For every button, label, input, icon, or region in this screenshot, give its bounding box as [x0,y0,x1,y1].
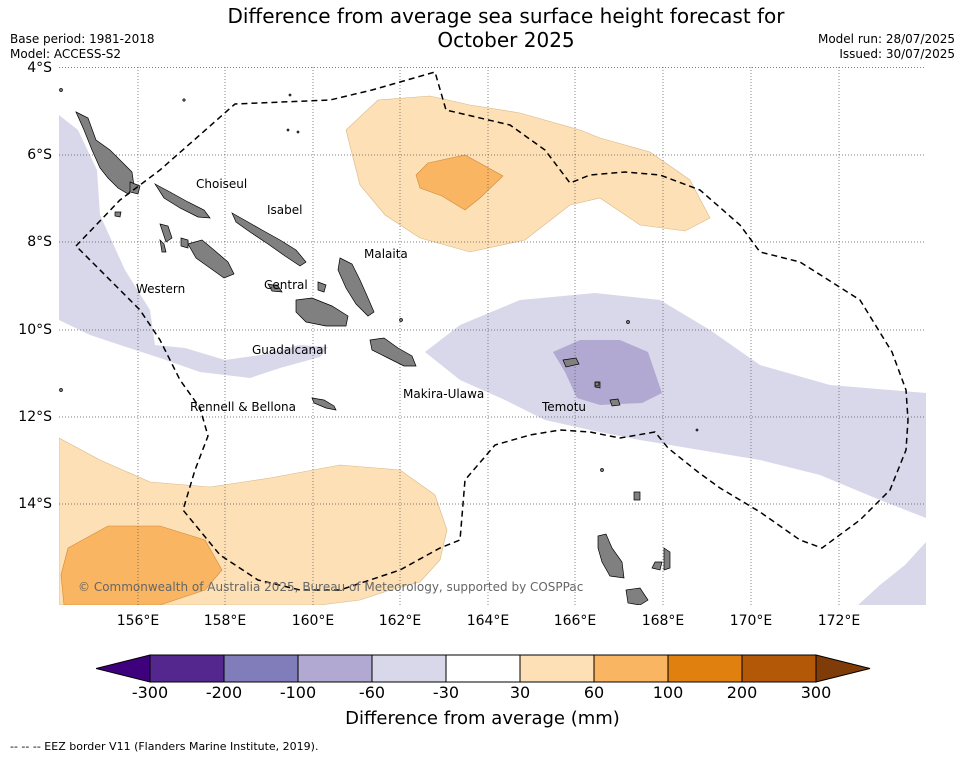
island-islet-2 [286,128,290,132]
island-islet-4 [288,93,292,97]
region-label-temotu: Temotu [542,400,587,414]
anomaly-negative-southeast [858,542,926,605]
meta-left: Base period: 1981-2018 Model: ACCESS-S2 [10,32,155,62]
lat-label: 8°S [27,234,52,250]
colorbar [96,654,871,683]
island-florida [317,281,327,293]
region-label-malaita: Malaita [364,247,408,261]
colorbar-bin [668,655,742,682]
island-tikopia [594,381,600,387]
base-period: Base period: 1981-2018 [10,32,155,46]
island-russell [267,283,283,293]
lon-label: 160°E [291,613,335,629]
colorbar-extend-high [815,654,871,683]
anomaly-negative-core [553,340,662,405]
colorbar-label: Difference from average (mm) [345,708,620,729]
island-kolombangara [180,237,189,249]
island-anuta [626,320,630,324]
colorbar-extend-low [96,654,151,683]
region-label-central: Central [264,278,308,292]
colorbar-bin [594,655,668,682]
island-new-georgia [187,239,235,279]
lon-label: 166°E [553,613,597,629]
colorbar-bin [224,655,298,682]
colorbar-tick: -60 [358,683,386,702]
colorbar-tick: -300 [131,683,169,702]
island-banks [633,491,641,501]
model-name: Model: ACCESS-S2 [10,47,122,61]
colorbar-tick: 200 [726,683,758,702]
anomaly-positive-north [345,95,711,253]
region-label-makira-ulawa: Makira-Ulawa [403,387,485,401]
island-ndende [562,357,580,368]
island-torres [600,468,604,472]
island-vanikoro [609,398,621,407]
lat-label: 4°S [27,60,52,76]
copyright-credit: © Commonwealth of Australia 2025, Bureau… [78,580,584,594]
island-islet-6 [59,388,63,392]
region-label-choiseul: Choiseul [196,177,248,191]
island-vella [159,223,173,243]
eez-border [74,71,909,591]
island-isabel [231,212,307,267]
island-rennell [311,397,337,411]
island-choiseul [153,183,211,219]
colorbar-tick: 60 [583,683,605,702]
island-makira [369,337,417,367]
lon-label: 164°E [466,613,510,629]
eez-legend-note: -- -- -- EEZ border V11 (Flanders Marine… [10,740,319,753]
island-shortlands [114,211,122,218]
lon-label: 158°E [203,613,247,629]
colorbar-bin [520,655,594,682]
map-svg [59,67,926,605]
map-panel[interactable] [59,67,926,605]
island-malekula [625,587,649,605]
island-pentecost [651,561,663,571]
map-title: Difference from average sea surface heig… [227,4,785,52]
region-label-guadalcanal: Guadalcanal [252,343,327,357]
colorbar-bin [372,655,446,682]
island-rendova [159,238,167,253]
colorbar-bin [150,655,224,682]
island-malaita [337,257,375,317]
colorbar-tick: -200 [205,683,243,702]
lon-label: 156°E [116,613,160,629]
lat-label: 12°S [18,409,52,425]
island-islet-3 [296,130,300,134]
region-label-western: Western [136,282,186,296]
island-islet-5 [695,428,699,432]
colorbar-tick: 300 [800,683,832,702]
lat-label: 14°S [18,496,52,512]
colorbar-tick: -30 [432,683,460,702]
colorbar-tick: -100 [279,683,317,702]
colorbar-bin [742,655,816,682]
model-run: Model run: 28/07/2025 [817,32,955,46]
island-maewo [663,547,671,571]
region-label-isabel: Isabel [267,203,303,217]
colorbar-frame [149,654,817,683]
lon-label: 172°E [817,613,861,629]
lon-label: 168°E [641,613,685,629]
meta-right: Model run: 28/07/2025 Issued: 30/07/2025 [818,32,955,62]
island-sikaiana [399,318,403,322]
anomaly-positive-southwest-core [60,525,223,605]
lat-label: 6°S [27,147,52,163]
island-islet-1 [182,98,186,102]
land [59,88,699,605]
lon-label: 162°E [378,613,422,629]
island-espiritu-santo [597,533,625,579]
issued-date: Issued: 30/07/2025 [839,47,955,61]
colorbar-tick: 30 [509,683,531,702]
colorbar-bin [298,655,372,682]
colorbar-bin [446,655,520,682]
colorbar-tick: 100 [652,683,684,702]
anomaly-positive-north-core [415,154,504,211]
anomaly-negative-west [59,115,328,378]
region-label-rennell-bellona: Rennell & Bellona [190,400,297,414]
anomaly-negative-east [425,293,926,518]
island-guadalcanal [295,297,349,327]
lat-label: 10°S [18,322,52,338]
island-islet-7 [59,88,63,92]
lon-label: 170°E [729,613,773,629]
